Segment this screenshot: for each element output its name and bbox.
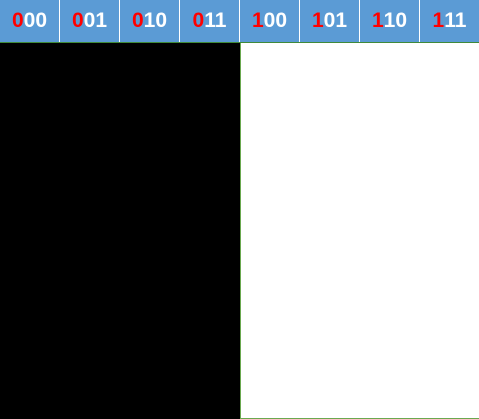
code-cell-010: 0 10: [120, 0, 180, 42]
code-lower-digits: 10: [143, 9, 168, 32]
code-msb-digit: 1: [371, 9, 384, 32]
code-cell-110: 1 10: [360, 0, 420, 42]
code-msb-digit: 1: [311, 9, 324, 32]
code-lower-digits: 11: [444, 9, 467, 32]
code-cell-101: 1 01: [300, 0, 360, 42]
code-cell-100: 1 00: [240, 0, 300, 42]
code-msb-digit: 0: [131, 9, 144, 32]
code-msb-digit: 0: [11, 9, 24, 32]
black-region: [0, 43, 240, 419]
binary-code-header: 0 00 0 01 0 10 0 11 1 00 1 01 1 10 1 11: [0, 0, 479, 43]
code-lower-digits: 01: [323, 9, 348, 32]
code-lower-digits: 00: [263, 9, 288, 32]
code-cell-001: 0 01: [60, 0, 120, 42]
code-cell-000: 0 00: [0, 0, 60, 42]
white-region: [240, 43, 479, 419]
code-cell-111: 1 11: [420, 0, 479, 42]
code-lower-digits: 11: [204, 9, 227, 32]
code-lower-digits: 10: [383, 9, 408, 32]
code-cell-011: 0 11: [180, 0, 240, 42]
code-msb-digit: 0: [192, 9, 205, 32]
code-msb-digit: 1: [432, 9, 445, 32]
code-msb-digit: 0: [71, 9, 84, 32]
code-msb-digit: 1: [251, 9, 264, 32]
code-lower-digits: 01: [83, 9, 108, 32]
code-lower-digits: 00: [23, 9, 48, 32]
